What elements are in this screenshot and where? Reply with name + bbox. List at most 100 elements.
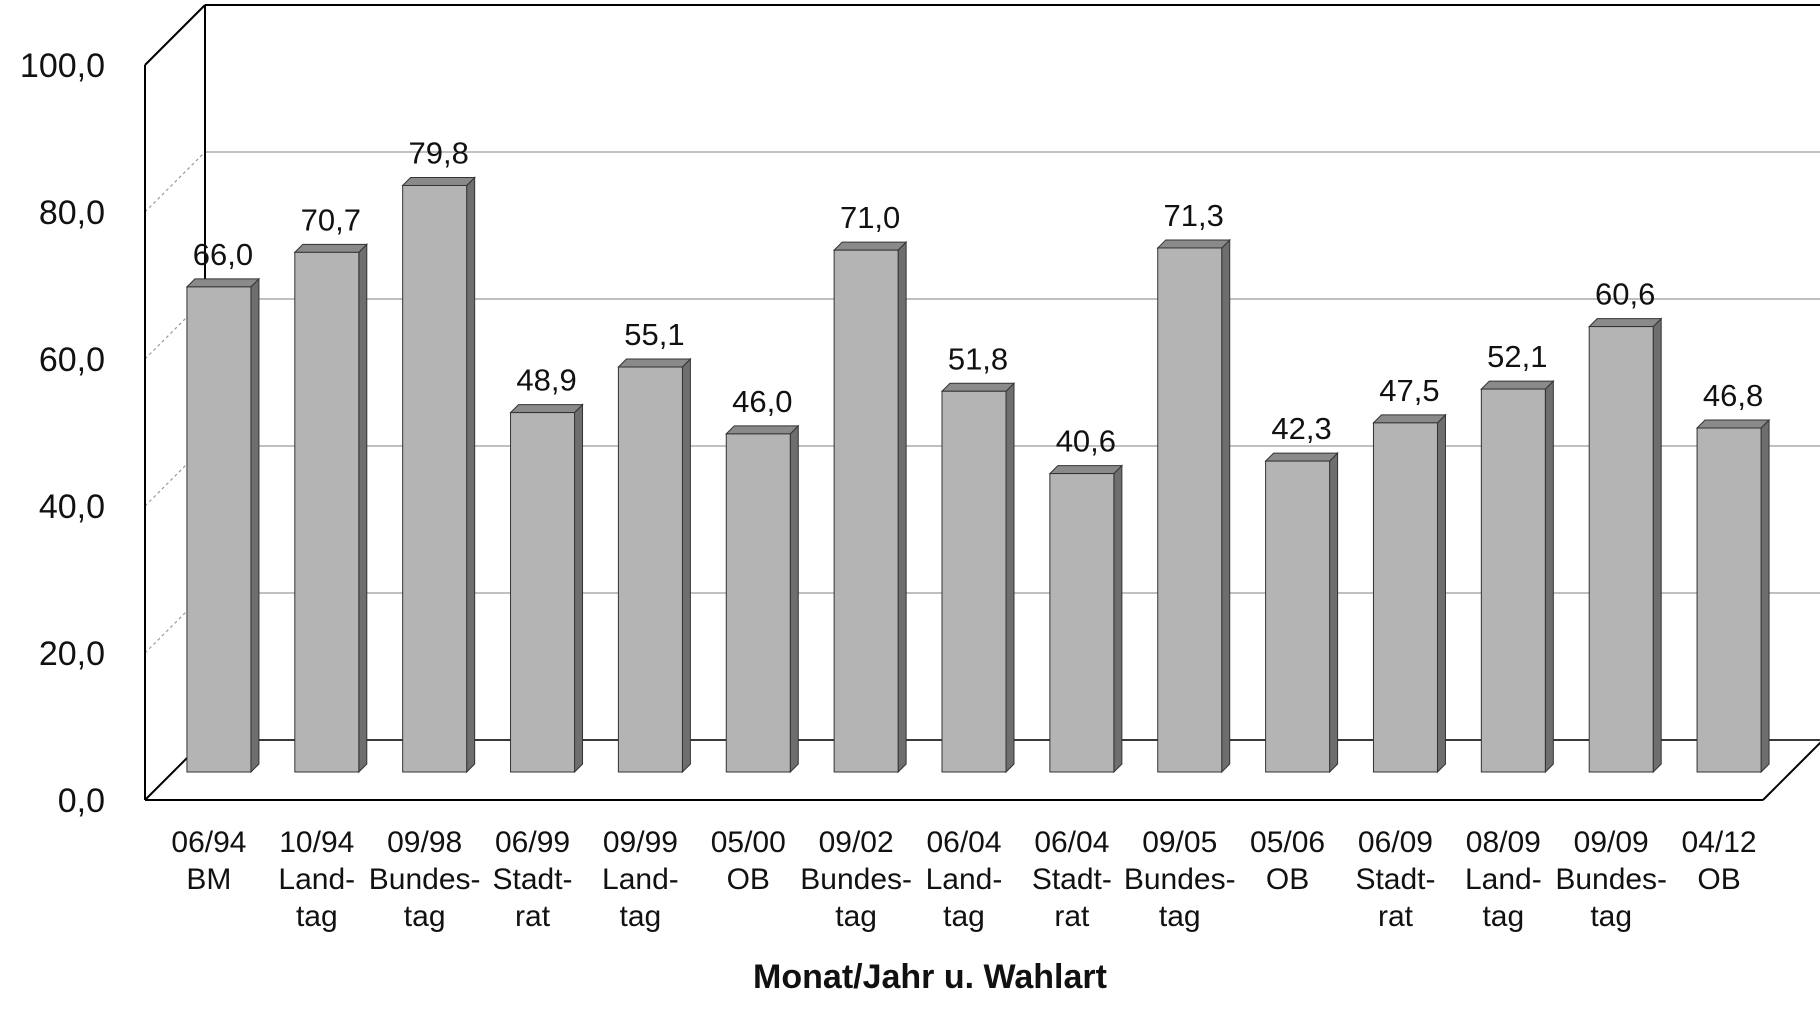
data-label-14: 46,8 [1703,378,1763,413]
bar-top-6 [832,241,908,251]
bar-side-3 [574,403,584,774]
bar-top-8 [1048,465,1124,475]
x-tick-label-line: Stadt- [1032,863,1112,896]
bar-side-2 [466,176,476,774]
bar-0 [186,286,252,773]
x-tick-label-line: tag [943,900,985,933]
data-label-9: 71,3 [1164,198,1224,233]
bar-group-6: 71,0 [832,200,908,774]
bar-group-12: 52,1 [1480,339,1555,774]
x-tick-label-line: rat [1054,900,1090,933]
bar-group-7: 51,8 [940,341,1016,774]
x-tick-label-4: 09/99 Land-tag [602,826,679,933]
y-tick-label-3: 60,0 [39,341,105,379]
data-label-4: 55,1 [624,317,684,352]
data-label-5: 46,0 [732,384,792,419]
x-tick-label-line: tag [1590,900,1632,933]
grid-diagonal-3 [144,298,206,360]
x-tick-label-line: tag [620,900,662,933]
x-tick-label-2: 09/98 Bundes-tag [369,826,481,933]
data-label-11: 47,5 [1379,373,1439,408]
x-tick-label-line: Stadt- [1355,863,1435,896]
data-label-1: 70,7 [301,202,361,237]
x-tick-label-0: 06/94 BM [171,826,246,896]
x-tick-label-line: 06/94 [171,826,246,859]
bar-4 [617,366,683,773]
bar-top-3 [509,404,584,414]
x-tick-label-line: 05/06 [1250,826,1325,859]
x-tick-label-line: Stadt- [493,863,573,896]
y-tick-label-0: 0,0 [58,782,105,820]
bar-9 [1157,247,1223,773]
bar-group-2: 79,8 [401,135,476,774]
x-tick-label-line: rat [1378,900,1414,933]
x-tick-label-line: BM [186,863,231,896]
x-tick-label-line: tag [1482,900,1524,933]
bar-side-12 [1544,379,1554,774]
bar-top-4 [617,358,692,368]
data-label-3: 48,9 [516,363,576,398]
x-tick-label-line: Land- [1465,863,1542,896]
bar-side-8 [1113,464,1123,774]
x-tick-label-line: 10/94 [279,826,354,859]
bar-13 [1588,326,1654,773]
x-tick-label-8: 06/04 Stadt-rat [1032,826,1112,933]
bar-group-14: 46,8 [1695,378,1771,774]
bar-top-12 [1480,380,1555,390]
bar-top-0 [185,278,261,288]
grid-diagonal-4 [144,151,206,213]
bar-6 [833,249,899,773]
bar-side-4 [681,357,691,774]
x-tick-label-line: 06/04 [926,826,1001,859]
data-label-8: 40,6 [1056,424,1116,459]
x-tick-label-line: tag [296,900,338,933]
x-tick-label-line: Bundes- [369,863,481,896]
x-tick-label-line: OB [1697,863,1740,896]
data-label-6: 71,0 [840,200,900,235]
bar-side-14 [1760,418,1770,774]
bar-14 [1696,427,1762,773]
x-tick-label-line: Bundes- [800,863,912,896]
grid-diagonal-2 [144,445,206,507]
x-tick-label-line: 06/99 [495,826,570,859]
x-tick-label-line: 04/12 [1682,826,1757,859]
x-tick-label-1: 10/94 Land-tag [278,826,355,933]
bar-7 [941,390,1007,773]
bar-side-0 [250,277,260,774]
x-axis-title: Monat/Jahr u. Wahlart [753,958,1107,996]
bar-2 [402,184,468,773]
x-tick-label-line: Land- [926,863,1003,896]
x-tick-label-line: OB [727,863,770,896]
data-label-2: 79,8 [408,135,468,170]
bar-group-8: 40,6 [1048,424,1124,774]
bar-top-10 [1264,452,1339,462]
bar-top-11 [1372,414,1447,424]
floor-right-edge [1762,741,1820,801]
bar-top-7 [940,382,1016,392]
x-tick-label-line: 09/98 [387,826,462,859]
x-tick-label-line: 09/02 [819,826,894,859]
bar-top-5 [725,425,800,435]
grid-diagonal-1 [144,592,206,654]
bar-5 [725,433,791,773]
bar-group-10: 42,3 [1264,411,1339,774]
bar-12 [1480,388,1546,773]
x-tick-label-line: 09/99 [603,826,678,859]
data-label-10: 42,3 [1271,411,1331,446]
x-tick-label-line: Land- [602,863,679,896]
bar-8 [1049,473,1115,773]
bar-group-11: 47,5 [1372,373,1447,774]
left-wall-top-edge [144,4,206,66]
bar-10 [1265,460,1331,773]
x-tick-label-11: 06/09 Stadt-rat [1355,826,1435,933]
y-tick-label-5: 100,0 [20,47,105,85]
data-label-7: 51,8 [948,341,1008,376]
bar-group-3: 48,9 [509,363,584,774]
y-tick-label-4: 80,0 [39,194,105,232]
data-label-12: 52,1 [1487,339,1547,374]
bar-top-13 [1587,318,1663,328]
bar-1 [294,251,360,773]
bar-side-6 [897,240,907,774]
x-tick-label-line: rat [515,900,551,933]
x-tick-label-line: 06/04 [1034,826,1109,859]
